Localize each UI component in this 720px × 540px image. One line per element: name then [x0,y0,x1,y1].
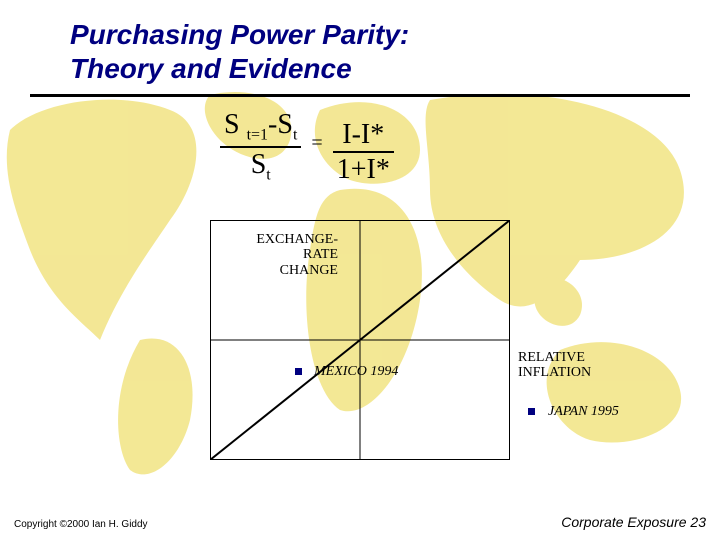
ppp-formula: S t=1-St St = I-I* 1+I* [220,110,394,185]
formula-right-fraction: I-I* 1+I* [333,120,394,185]
footer-page-number: 23 [690,514,706,530]
point-japan-label: JAPAN 1995 [548,404,619,420]
title-line-2: Theory and Evidence [70,52,409,86]
point-mexico-bullet [295,368,302,375]
copyright-footer: Copyright ©2000 Ian H. Giddy [14,519,148,530]
formula-equals: = [311,133,322,154]
footer-prefix: Corporate Exposure [561,514,690,530]
title-underline [30,94,690,97]
y-axis-label: EXCHANGE-RATECHANGE [218,232,338,278]
title-line-1: Purchasing Power Parity: [70,18,409,52]
formula-left-fraction: S t=1-St St [220,110,301,185]
point-japan-bullet [528,408,535,415]
slide-title: Purchasing Power Parity: Theory and Evid… [70,18,409,85]
point-mexico-label: MEXICO 1994 [314,364,398,380]
x-axis-label: RELATIVEINFLATION [518,350,618,381]
page-footer: Corporate Exposure 23 [561,514,706,530]
